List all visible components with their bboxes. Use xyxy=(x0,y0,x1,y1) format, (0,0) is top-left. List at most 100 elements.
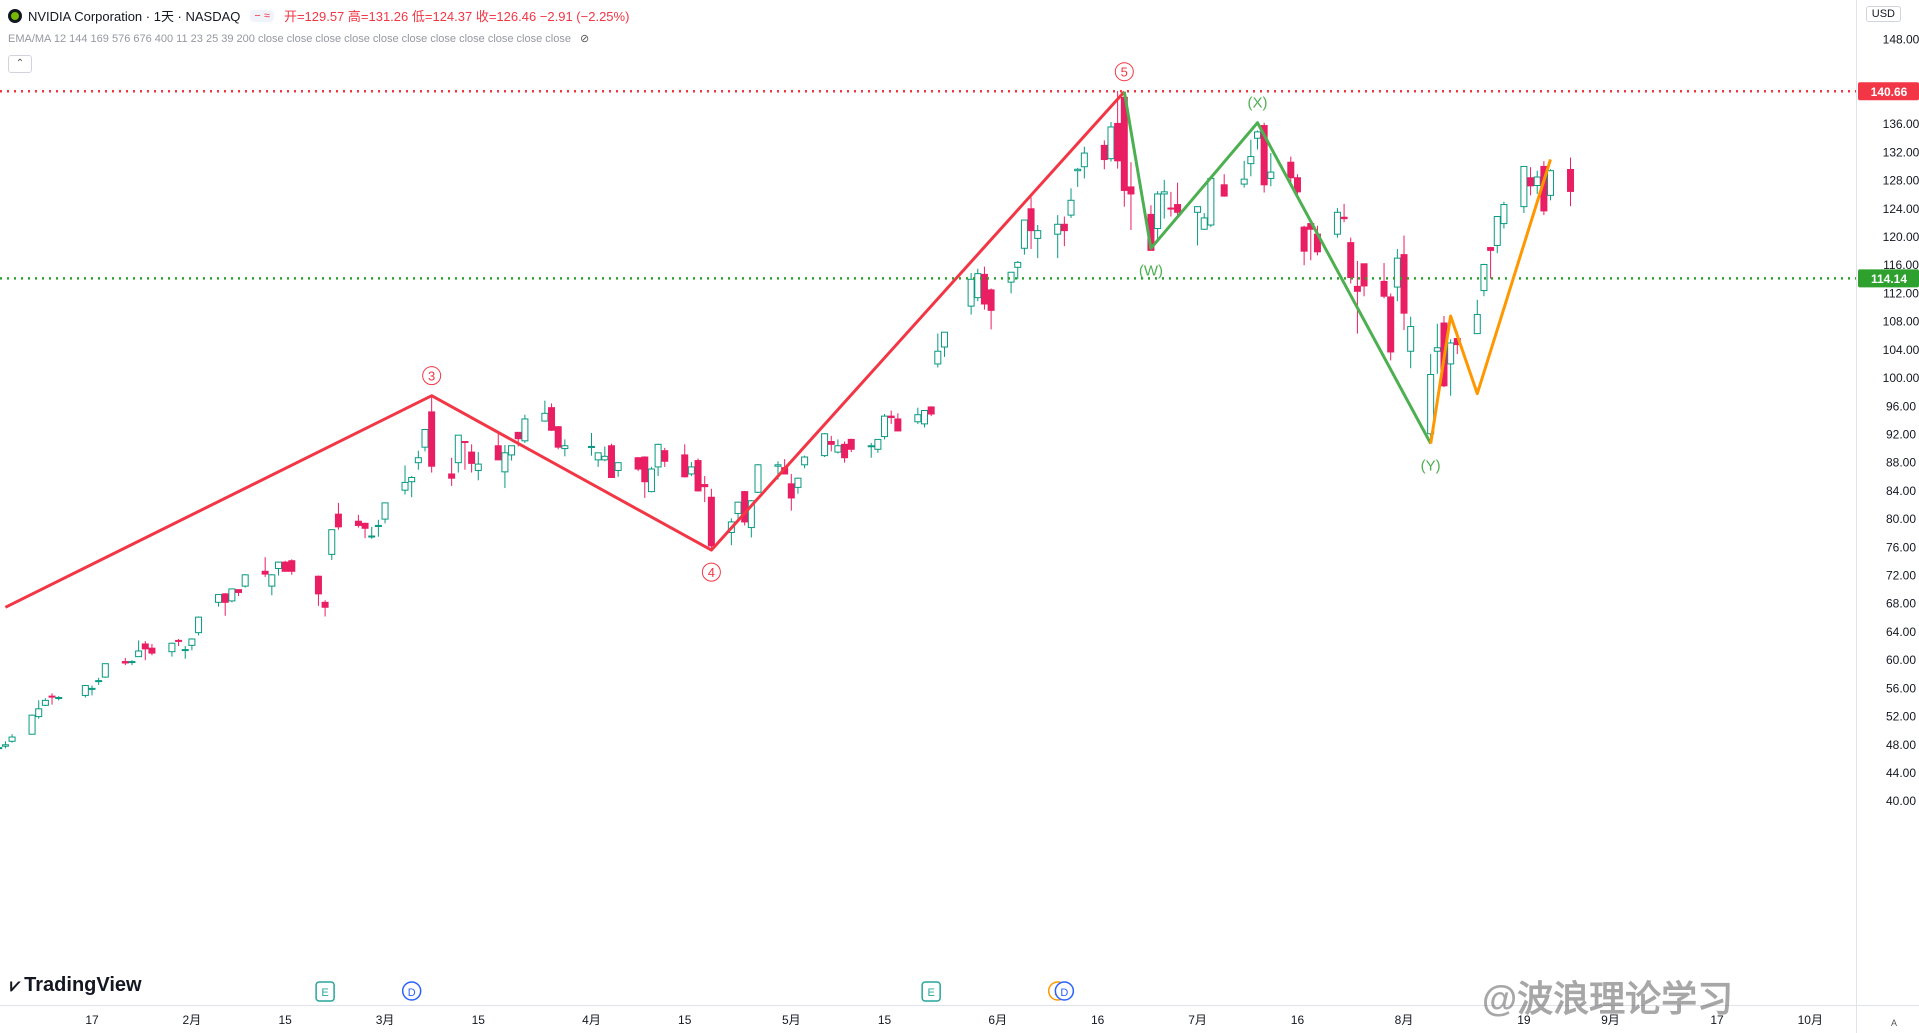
wave-label: (X) xyxy=(1248,95,1268,112)
candle xyxy=(1433,323,1441,374)
candle xyxy=(1427,354,1435,444)
candle xyxy=(1220,174,1228,197)
tradingview-logo[interactable]: ⩗ TradingView xyxy=(10,974,142,997)
time-tick-label: 17 xyxy=(1710,1013,1724,1027)
candle xyxy=(787,473,795,511)
candle xyxy=(374,519,382,537)
price-tick-label: 76.00 xyxy=(1886,540,1916,554)
horizontal-lines xyxy=(0,90,1856,280)
candle xyxy=(987,288,995,330)
candle xyxy=(128,660,136,666)
candle xyxy=(847,438,855,453)
candle xyxy=(1200,213,1208,230)
chevron-up-icon[interactable]: ⌃ xyxy=(8,55,32,73)
price-tick-label: 100.00 xyxy=(1883,371,1919,385)
candle xyxy=(1480,263,1488,297)
candle xyxy=(281,560,289,572)
candle xyxy=(215,594,223,607)
candle xyxy=(408,476,416,498)
symbol-title[interactable]: NVIDIA Corporation · 1天 · NASDAQ xyxy=(28,9,241,24)
nvidia-logo-icon xyxy=(8,8,22,23)
candle xyxy=(1520,165,1528,214)
candle xyxy=(101,663,109,678)
candle xyxy=(241,574,249,588)
candle xyxy=(1407,316,1415,369)
wave-line xyxy=(4,90,1126,609)
auto-scale-button[interactable]: A xyxy=(1890,1018,1897,1028)
candle xyxy=(1127,162,1135,230)
candle xyxy=(474,452,482,481)
candle xyxy=(1014,260,1022,280)
candle xyxy=(1067,188,1075,218)
candle xyxy=(661,447,669,467)
wave-line xyxy=(1122,91,1433,445)
candle xyxy=(228,588,236,603)
price-tick-label: 116.00 xyxy=(1883,258,1919,272)
candle xyxy=(368,526,376,539)
time-tick-label: 15 xyxy=(678,1013,692,1027)
candle xyxy=(1160,179,1168,219)
candle xyxy=(707,488,715,551)
svg-text:4: 4 xyxy=(708,565,715,580)
candle xyxy=(28,714,36,735)
candle xyxy=(1500,201,1508,229)
candle xyxy=(1567,157,1575,207)
candle xyxy=(401,465,409,495)
candle xyxy=(1447,339,1455,396)
candle xyxy=(1300,225,1308,266)
svg-text:E: E xyxy=(321,987,328,999)
candle xyxy=(867,442,875,458)
indicator-text: EMA/MA 12 144 169 576 676 400 11 23 25 3… xyxy=(8,33,571,45)
candle xyxy=(1100,140,1108,170)
price-tick-label: 72.00 xyxy=(1886,569,1916,583)
compare-chip[interactable]: − ≈ xyxy=(250,9,274,22)
candle xyxy=(801,455,809,469)
svg-text:E: E xyxy=(927,987,934,999)
hide-eye-icon[interactable]: ⊘ xyxy=(580,33,590,45)
candle xyxy=(548,403,556,431)
candles xyxy=(0,90,1575,750)
candle xyxy=(274,561,282,576)
candle xyxy=(121,658,129,666)
time-tick-label: 8月 xyxy=(1395,1013,1414,1027)
wave-label: 5 xyxy=(1114,62,1134,82)
candle xyxy=(1154,191,1162,242)
svg-text:3: 3 xyxy=(428,369,435,384)
candle xyxy=(821,433,829,458)
currency-selector[interactable]: USD xyxy=(1865,6,1901,22)
candle xyxy=(235,589,243,596)
candle xyxy=(181,646,189,659)
candle xyxy=(914,407,922,424)
indicator-legend[interactable]: EMA/MA 12 144 169 576 676 400 11 23 25 3… xyxy=(8,32,589,45)
candle xyxy=(881,414,889,440)
event-marker: D xyxy=(1054,981,1075,1001)
candle xyxy=(195,616,203,636)
ohlc-values: 开=129.57 高=131.26 低=124.37 收=126.46 −2.9… xyxy=(283,9,630,24)
candle xyxy=(1080,146,1088,179)
candle xyxy=(1353,260,1361,334)
svg-text:(Y): (Y) xyxy=(1421,458,1441,475)
price-tick-label: 92.00 xyxy=(1886,427,1916,441)
time-tick-label: 10月 xyxy=(1798,1013,1823,1027)
candle xyxy=(588,433,595,456)
time-tick-label: 9月 xyxy=(1601,1013,1620,1027)
candle xyxy=(541,400,549,422)
candle xyxy=(135,640,143,658)
candle xyxy=(268,574,276,596)
price-level-label: 140.66 xyxy=(1871,85,1908,99)
candle xyxy=(421,428,429,452)
symbol-header: NVIDIA Corporation · 1天 · NASDAQ − ≈ 开=1… xyxy=(8,6,629,25)
event-marker: E xyxy=(921,981,941,1002)
time-tick-label: 4月 xyxy=(582,1013,601,1027)
candle xyxy=(654,443,662,477)
candle xyxy=(1074,167,1082,187)
candle xyxy=(1333,208,1341,238)
candle xyxy=(974,268,982,302)
candle xyxy=(188,638,196,651)
candle xyxy=(508,445,516,461)
candle xyxy=(561,439,569,457)
candle xyxy=(35,700,43,719)
price-tick-label: 148.00 xyxy=(1883,33,1919,47)
event-marker: D xyxy=(401,981,422,1001)
